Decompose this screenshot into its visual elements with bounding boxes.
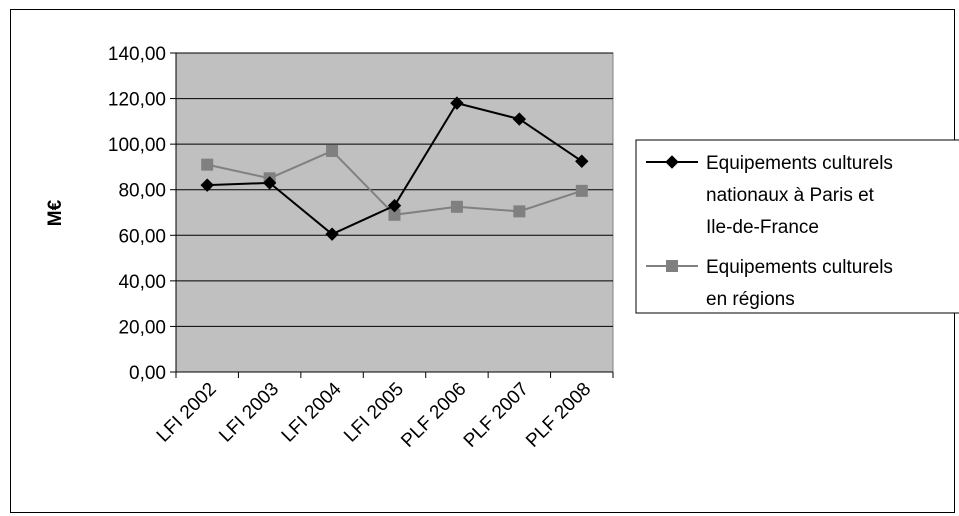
data-point-square (326, 144, 339, 157)
axes (170, 52, 614, 378)
data-point-square (513, 205, 526, 218)
y-tick-label: 20,00 (118, 317, 166, 338)
y-tick-label: 100,00 (108, 135, 166, 156)
x-tick-label: LFI 2004 (278, 378, 346, 446)
gridlines (176, 52, 613, 327)
data-point-square (666, 260, 678, 272)
y-axis-title: M€ (45, 199, 66, 226)
x-tick-label: PLF 2008 (522, 379, 595, 452)
legend-label: Equipements culturels (706, 257, 893, 278)
legend-label: nationaux à Paris et (706, 185, 875, 206)
series-layer (200, 96, 589, 241)
legend-label: Equipements culturels (706, 153, 893, 174)
data-point-square (201, 158, 214, 171)
series-1 (200, 96, 589, 241)
data-point-square (575, 184, 588, 197)
y-tick-label: 140,00 (108, 44, 166, 65)
legend-box (635, 139, 959, 314)
x-tick-label: LFI 2003 (215, 379, 283, 447)
y-tick-label: 0,00 (129, 363, 166, 384)
data-point-diamond (387, 198, 402, 213)
data-point-diamond (200, 178, 214, 192)
y-tick-label: 120,00 (108, 90, 166, 111)
y-tick-label: 80,00 (118, 181, 166, 202)
y-tick-label: 40,00 (118, 272, 166, 293)
data-point-diamond (262, 176, 277, 190)
y-tick-labels: 0,00 20,00 40,00 60,00 80,00 100,00 120,00 140,… (108, 44, 166, 384)
data-point-diamond (325, 227, 339, 241)
data-point-diamond (512, 112, 527, 126)
x-tick-label: LFI 2002 (153, 379, 221, 447)
data-point-diamond (450, 96, 464, 110)
x-tick-label: PLF 2006 (397, 379, 470, 452)
legend-label: en régions (706, 289, 795, 310)
legend-label: Ile-de-France (706, 217, 819, 238)
data-point-square (450, 200, 463, 213)
x-tick-label: PLF 2007 (460, 379, 533, 452)
legend: Equipements culturels nationaux à Paris e… (635, 139, 959, 314)
y-tick-label: 60,00 (118, 226, 166, 247)
legend-entry-2: Equipements culturels en régions (646, 257, 893, 310)
legend-entry-1: Equipements culturels nationaux à Paris e… (646, 153, 893, 238)
data-point-diamond (665, 155, 679, 169)
data-point-diamond (575, 154, 589, 168)
